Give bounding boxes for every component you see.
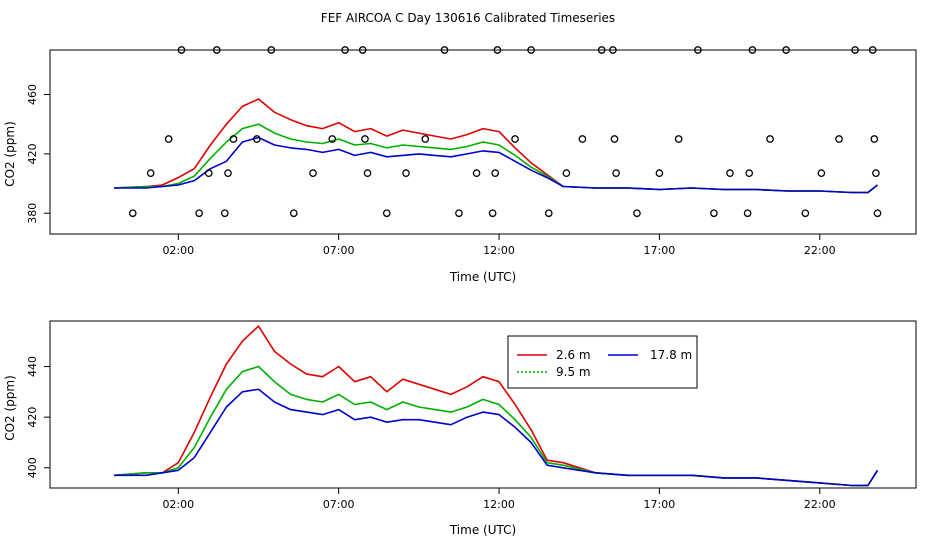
circle-point	[253, 135, 261, 143]
circle-point	[612, 169, 620, 178]
circle-point	[578, 135, 587, 143]
circle-point	[633, 209, 641, 218]
circle-point	[363, 169, 372, 178]
circle-point	[164, 135, 173, 143]
circle-point	[743, 209, 752, 218]
circle-point	[146, 169, 155, 178]
circle-point	[527, 46, 535, 54]
series-line-2-6-m	[114, 98, 878, 194]
circle-point	[597, 46, 606, 54]
x-tick-label: 22:00	[804, 244, 836, 257]
top-x-axis-title: Time (UTC)	[449, 270, 516, 284]
x-tick-label: 07:00	[323, 498, 355, 511]
circle-point	[455, 209, 463, 218]
circle-point	[361, 135, 369, 143]
circle-point	[726, 169, 734, 178]
circle-point	[440, 46, 449, 54]
circle-point	[674, 135, 683, 143]
circle-point	[220, 209, 229, 218]
circle-point	[870, 135, 879, 143]
circle-point	[782, 46, 790, 54]
figure-title: FEF AIRCOA C Day 130616 Calibrated Times…	[321, 11, 615, 25]
series-line-17-8-m	[114, 136, 878, 194]
series-line-9-5-m	[114, 365, 879, 487]
circle-point	[224, 169, 232, 178]
x-tick-label: 12:00	[483, 244, 515, 257]
legend-label-9-5m: 9.5 m	[556, 365, 591, 379]
bottom-y-axis-title: CO2 (ppm)	[3, 375, 17, 441]
circle-point	[328, 135, 337, 143]
circle-point	[655, 169, 664, 178]
circle-point	[562, 169, 571, 178]
x-tick-label: 22:00	[804, 498, 836, 511]
plot-frame	[49, 49, 917, 235]
circle-point	[177, 46, 186, 54]
circle-point	[267, 46, 276, 54]
circle-point	[402, 169, 410, 178]
plot-frame	[49, 320, 917, 489]
circle-point	[609, 46, 617, 54]
circle-point	[873, 209, 882, 218]
circle-point	[851, 46, 859, 54]
circle-point	[491, 169, 500, 178]
circle-point	[835, 135, 843, 143]
circle-point	[472, 169, 481, 178]
top-panel-marks: 02:00 07:00 12:00 17:00 22:00 380 420 460	[26, 46, 917, 257]
series-line-17-8-m	[114, 388, 879, 487]
legend-box	[507, 335, 698, 389]
x-tick-label: 17:00	[644, 498, 676, 511]
circle-point	[421, 135, 430, 143]
x-tick-label: 07:00	[323, 244, 355, 257]
circle-point	[817, 169, 826, 178]
circle-point	[868, 46, 877, 54]
top-y-axis-title: CO2 (ppm)	[3, 121, 17, 187]
circle-point	[289, 209, 298, 218]
circle-point	[358, 46, 367, 54]
legend-label-17-8m: 17.8 m	[650, 348, 692, 362]
x-tick-label: 02:00	[162, 244, 194, 257]
bottom-panel: 02:00 07:00 12:00 17:00 22:00 400 420 440 Time …	[3, 320, 917, 537]
y-tick-label: 460	[26, 84, 39, 105]
circle-point	[610, 135, 619, 143]
circle-point	[694, 46, 702, 54]
y-tick-label: 440	[26, 356, 39, 377]
x-tick-label: 17:00	[644, 244, 676, 257]
circle-point	[488, 209, 497, 218]
circle-point	[872, 169, 880, 178]
circle-point	[745, 169, 754, 178]
bottom-panel-marks: 02:00 07:00 12:00 17:00 22:00 400 420 440	[26, 320, 917, 511]
y-tick-label: 420	[26, 407, 39, 428]
x-tick-label: 02:00	[162, 498, 194, 511]
circle-point	[766, 135, 774, 143]
circle-point	[204, 169, 213, 178]
y-tick-label: 420	[26, 143, 39, 164]
circle-point	[801, 209, 810, 218]
circle-point	[493, 46, 502, 54]
top-panel: 02:00 07:00 12:00 17:00 22:00 380 420 460 Time …	[3, 46, 917, 284]
circle-point	[309, 169, 317, 178]
circle-point	[544, 209, 553, 218]
circle-point	[341, 46, 349, 54]
circle-point	[229, 135, 238, 143]
circle-point	[212, 46, 221, 54]
legend: 2.6 m 17.8 m 9.5 m	[507, 335, 698, 389]
circle-point	[195, 209, 203, 218]
x-tick-label: 12:00	[483, 498, 515, 511]
circle-point	[511, 135, 519, 143]
y-tick-label: 380	[26, 203, 39, 224]
legend-label-2-6m: 2.6 m	[556, 348, 591, 362]
circle-point	[748, 46, 757, 54]
circle-point	[128, 209, 137, 218]
circle-point	[382, 209, 391, 218]
bottom-x-axis-title: Time (UTC)	[449, 523, 516, 537]
circle-point	[710, 209, 718, 218]
y-tick-label: 400	[26, 457, 39, 478]
